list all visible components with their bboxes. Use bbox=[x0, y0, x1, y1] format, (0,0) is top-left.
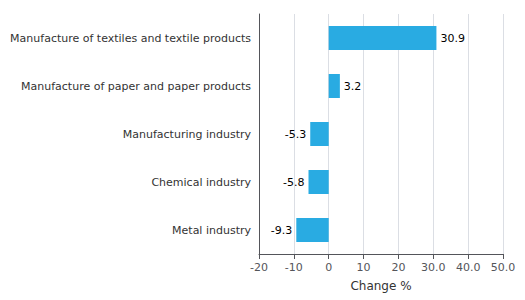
svg-text:Chemical industry: Chemical industry bbox=[151, 176, 251, 189]
svg-text:Manufacture of textiles and te: Manufacture of textiles and textile prod… bbox=[10, 32, 251, 45]
svg-text:Change %: Change % bbox=[350, 279, 411, 293]
svg-text:-5.8: -5.8 bbox=[283, 176, 304, 189]
svg-text:Manufacture of paper and paper: Manufacture of paper and paper products bbox=[21, 80, 251, 93]
svg-text:-5.3: -5.3 bbox=[285, 128, 306, 141]
svg-text:3.2: 3.2 bbox=[344, 80, 362, 93]
svg-text:20: 20 bbox=[391, 261, 405, 274]
svg-text:0: 0 bbox=[325, 261, 332, 274]
svg-text:Manufacturing industry: Manufacturing industry bbox=[123, 128, 252, 141]
svg-text:30.9: 30.9 bbox=[440, 32, 465, 45]
svg-text:-10: -10 bbox=[285, 261, 303, 274]
svg-text:30.0: 30.0 bbox=[421, 261, 446, 274]
svg-text:Metal industry: Metal industry bbox=[172, 224, 251, 237]
svg-text:-20: -20 bbox=[250, 261, 268, 274]
svg-text:10: 10 bbox=[357, 261, 371, 274]
svg-text:40.0: 40.0 bbox=[456, 261, 481, 274]
svg-text:-9.3: -9.3 bbox=[271, 224, 292, 237]
svg-text:50.0: 50.0 bbox=[491, 261, 516, 274]
